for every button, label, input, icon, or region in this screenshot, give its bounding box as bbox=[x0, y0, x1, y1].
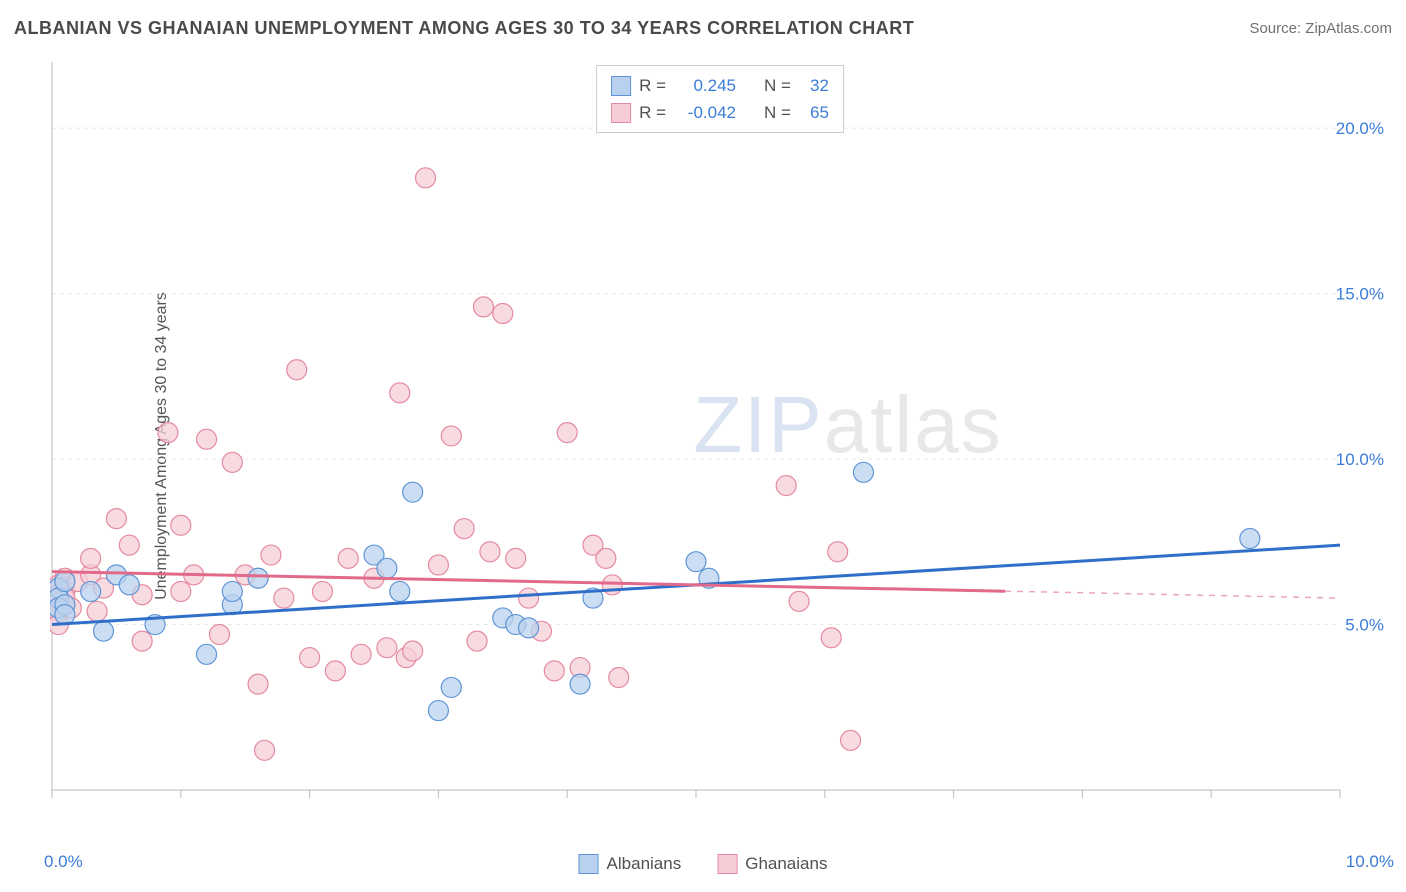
x-axis-label-min: 0.0% bbox=[44, 852, 83, 872]
svg-text:15.0%: 15.0% bbox=[1336, 285, 1384, 304]
n-value-albanians: 32 bbox=[799, 72, 829, 99]
legend-item-ghanaians: Ghanaians bbox=[717, 854, 827, 874]
svg-text:5.0%: 5.0% bbox=[1345, 616, 1384, 635]
n-label: N = bbox=[764, 99, 791, 126]
stats-row-ghanaians: R = -0.042 N = 65 bbox=[611, 99, 829, 126]
legend: Albanians Ghanaians bbox=[579, 854, 828, 874]
scatter-plot: 5.0% 10.0% 15.0% 20.0% bbox=[50, 60, 1390, 820]
x-axis-label-max: 10.0% bbox=[1346, 852, 1394, 872]
r-value-ghanaians: -0.042 bbox=[674, 99, 736, 126]
chart-title: ALBANIAN VS GHANAIAN UNEMPLOYMENT AMONG … bbox=[14, 18, 914, 39]
svg-text:20.0%: 20.0% bbox=[1336, 119, 1384, 138]
header: ALBANIAN VS GHANAIAN UNEMPLOYMENT AMONG … bbox=[14, 18, 1392, 39]
r-label: R = bbox=[639, 72, 666, 99]
r-value-albanians: 0.245 bbox=[674, 72, 736, 99]
legend-label-albanians: Albanians bbox=[607, 854, 682, 874]
chart-area: 5.0%10.0%15.0%20.0% ZIPatlas R = 0.245 N… bbox=[50, 60, 1390, 820]
n-label: N = bbox=[764, 72, 791, 99]
legend-item-albanians: Albanians bbox=[579, 854, 682, 874]
legend-swatch-albanians bbox=[579, 854, 599, 874]
stats-box: R = 0.245 N = 32 R = -0.042 N = 65 bbox=[596, 65, 844, 133]
swatch-albanians bbox=[611, 76, 631, 96]
legend-label-ghanaians: Ghanaians bbox=[745, 854, 827, 874]
svg-text:10.0%: 10.0% bbox=[1336, 450, 1384, 469]
r-label: R = bbox=[639, 99, 666, 126]
n-value-ghanaians: 65 bbox=[799, 99, 829, 126]
legend-swatch-ghanaians bbox=[717, 854, 737, 874]
stats-row-albanians: R = 0.245 N = 32 bbox=[611, 72, 829, 99]
source-label: Source: ZipAtlas.com bbox=[1249, 20, 1392, 37]
swatch-ghanaians bbox=[611, 103, 631, 123]
